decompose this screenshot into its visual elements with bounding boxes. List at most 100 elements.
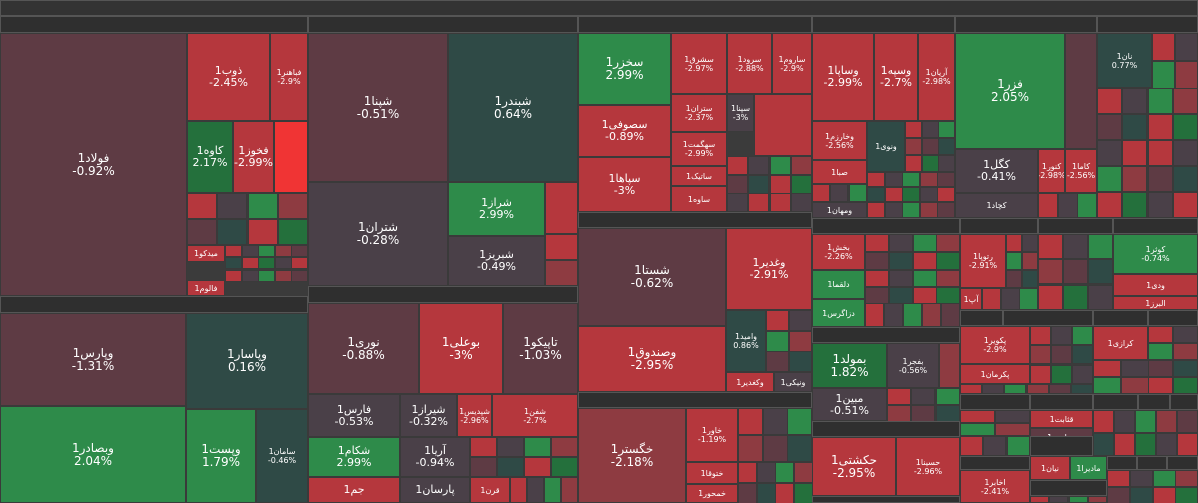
stock-tile[interactable] bbox=[217, 193, 247, 219]
stock-tile[interactable] bbox=[775, 483, 794, 503]
stock-tile[interactable] bbox=[791, 175, 812, 194]
sector-header[interactable] bbox=[812, 218, 960, 234]
stock-tile[interactable] bbox=[225, 257, 242, 269]
stock-tile[interactable] bbox=[1148, 166, 1173, 192]
stock-tile[interactable] bbox=[1148, 360, 1173, 377]
stock-tile[interactable] bbox=[922, 155, 939, 172]
stock-tile[interactable] bbox=[1049, 384, 1071, 394]
stock-tile[interactable]: شپدیس1 -2.96% bbox=[457, 394, 492, 437]
stock-tile[interactable]: سشرق1 -2.97% bbox=[671, 33, 727, 94]
stock-tile[interactable] bbox=[1122, 166, 1147, 192]
stock-tile[interactable]: خمحور1 bbox=[686, 484, 738, 503]
stock-tile[interactable] bbox=[1175, 470, 1198, 487]
stock-tile[interactable] bbox=[1058, 193, 1078, 218]
stock-tile[interactable] bbox=[1173, 343, 1198, 360]
stock-tile[interactable] bbox=[242, 270, 259, 282]
stock-tile[interactable] bbox=[1097, 140, 1122, 166]
stock-tile[interactable] bbox=[1063, 234, 1088, 259]
sector-header[interactable] bbox=[960, 218, 1038, 234]
stock-tile[interactable] bbox=[1173, 114, 1198, 140]
stock-tile[interactable] bbox=[789, 351, 812, 372]
stock-tile[interactable] bbox=[545, 260, 578, 286]
stock-tile[interactable] bbox=[470, 437, 497, 457]
stock-tile[interactable] bbox=[748, 175, 769, 194]
stock-tile[interactable] bbox=[903, 303, 922, 327]
stock-tile[interactable] bbox=[1049, 496, 1068, 503]
stock-tile[interactable] bbox=[1148, 88, 1173, 114]
stock-tile[interactable]: میدکو1 bbox=[187, 245, 225, 262]
stock-tile[interactable]: دزاگرس1 bbox=[812, 299, 865, 327]
stock-tile[interactable] bbox=[960, 410, 995, 423]
stock-tile[interactable] bbox=[748, 156, 769, 175]
stock-tile[interactable] bbox=[982, 384, 1004, 394]
stock-tile[interactable]: فولاد1 -0.92% bbox=[0, 33, 187, 296]
stock-tile[interactable]: کچاد1 bbox=[955, 193, 1038, 218]
sector-header[interactable] bbox=[812, 327, 960, 343]
stock-tile[interactable] bbox=[1093, 410, 1114, 433]
stock-tile[interactable] bbox=[960, 423, 995, 436]
stock-tile[interactable] bbox=[1097, 192, 1122, 218]
stock-tile[interactable] bbox=[920, 202, 938, 218]
stock-tile[interactable] bbox=[727, 193, 748, 212]
stock-tile[interactable] bbox=[248, 219, 278, 245]
stock-tile[interactable]: کاما1 -2.56% bbox=[1065, 149, 1097, 193]
stock-tile[interactable] bbox=[1122, 114, 1147, 140]
stock-tile[interactable] bbox=[1153, 487, 1176, 503]
stock-tile[interactable] bbox=[1175, 487, 1198, 503]
stock-tile[interactable]: فارس1 -0.53% bbox=[308, 394, 400, 437]
stock-tile[interactable] bbox=[791, 156, 812, 175]
stock-tile[interactable]: بفجر1 -0.56% bbox=[887, 343, 939, 388]
page-title[interactable] bbox=[0, 0, 1198, 16]
sector-header[interactable] bbox=[0, 296, 308, 313]
stock-tile[interactable] bbox=[775, 462, 794, 483]
stock-tile[interactable] bbox=[938, 121, 955, 138]
stock-tile[interactable]: رتوپا1 -2.91% bbox=[960, 234, 1006, 288]
stock-tile[interactable] bbox=[791, 193, 812, 212]
stock-tile[interactable]: سپاها1 -3% bbox=[578, 157, 671, 212]
stock-tile[interactable] bbox=[1051, 326, 1072, 345]
stock-tile[interactable] bbox=[1148, 114, 1173, 140]
stock-tile[interactable] bbox=[1093, 377, 1121, 394]
stock-tile[interactable] bbox=[1093, 433, 1114, 456]
stock-tile[interactable] bbox=[937, 172, 955, 187]
stock-tile[interactable] bbox=[913, 287, 937, 304]
stock-tile[interactable] bbox=[1130, 470, 1153, 487]
stock-tile[interactable] bbox=[1051, 365, 1072, 384]
stock-tile[interactable] bbox=[1173, 377, 1198, 394]
stock-tile[interactable] bbox=[1088, 259, 1113, 284]
stock-tile[interactable]: البرز1 bbox=[1113, 296, 1198, 310]
sector-header[interactable] bbox=[1003, 310, 1093, 326]
stock-tile[interactable] bbox=[885, 172, 903, 187]
stock-tile[interactable] bbox=[754, 94, 812, 156]
stock-tile[interactable] bbox=[902, 172, 920, 187]
sector-header[interactable] bbox=[960, 394, 1030, 410]
stock-tile[interactable] bbox=[1051, 345, 1072, 364]
stock-tile[interactable]: ختوقا1 bbox=[686, 462, 738, 484]
sector-header[interactable] bbox=[578, 16, 812, 33]
stock-tile[interactable] bbox=[905, 155, 922, 172]
stock-tile[interactable]: وخارزم1 -2.56% bbox=[812, 121, 867, 160]
stock-tile[interactable] bbox=[867, 202, 885, 218]
stock-tile[interactable] bbox=[1088, 234, 1113, 259]
stock-tile[interactable] bbox=[938, 155, 955, 172]
stock-tile[interactable] bbox=[738, 408, 763, 435]
sector-header[interactable] bbox=[1093, 394, 1138, 410]
stock-tile[interactable] bbox=[1030, 365, 1051, 384]
stock-tile[interactable] bbox=[1030, 326, 1051, 345]
stock-tile[interactable] bbox=[1173, 192, 1198, 218]
stock-tile[interactable]: شستا1 -0.62% bbox=[578, 228, 726, 326]
stock-tile[interactable]: شفن1 -2.7% bbox=[492, 394, 578, 437]
sector-header[interactable] bbox=[812, 421, 960, 437]
stock-tile[interactable] bbox=[867, 172, 885, 187]
stock-tile[interactable]: فزر1 2.05% bbox=[955, 33, 1065, 149]
stock-tile[interactable] bbox=[1038, 234, 1063, 259]
stock-tile[interactable] bbox=[889, 270, 913, 287]
stock-tile[interactable]: وپارس1 -1.31% bbox=[0, 313, 186, 406]
stock-tile[interactable]: ساروم1 -2.9% bbox=[772, 33, 812, 94]
stock-tile[interactable] bbox=[738, 483, 757, 503]
stock-tile[interactable]: بمولد1 1.82% bbox=[812, 343, 887, 388]
sector-header[interactable] bbox=[1138, 394, 1170, 410]
stock-tile[interactable] bbox=[291, 270, 308, 282]
stock-tile[interactable] bbox=[937, 202, 955, 218]
stock-tile[interactable] bbox=[1173, 360, 1198, 377]
